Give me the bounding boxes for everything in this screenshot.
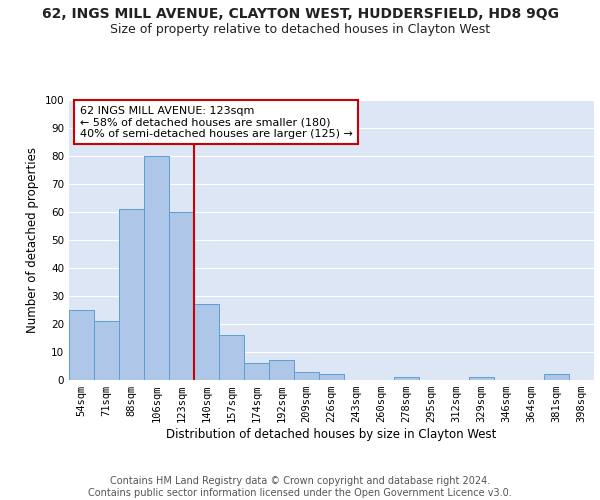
Bar: [94, 321, 119, 380]
X-axis label: Distribution of detached houses by size in Clayton West: Distribution of detached houses by size …: [166, 428, 497, 441]
Text: 62 INGS MILL AVENUE: 123sqm
← 58% of detached houses are smaller (180)
40% of se: 62 INGS MILL AVENUE: 123sqm ← 58% of det…: [79, 106, 352, 139]
Text: 62, INGS MILL AVENUE, CLAYTON WEST, HUDDERSFIELD, HD8 9QG: 62, INGS MILL AVENUE, CLAYTON WEST, HUDD…: [41, 8, 559, 22]
Bar: [269, 360, 294, 380]
Bar: [319, 374, 344, 380]
Bar: [394, 377, 419, 380]
Bar: [169, 212, 194, 380]
Bar: [469, 377, 494, 380]
Bar: [544, 374, 569, 380]
Bar: [69, 310, 94, 380]
Text: Size of property relative to detached houses in Clayton West: Size of property relative to detached ho…: [110, 22, 490, 36]
Bar: [244, 363, 269, 380]
Bar: [219, 335, 244, 380]
Bar: [294, 372, 319, 380]
Bar: [194, 304, 219, 380]
Bar: [144, 156, 169, 380]
Bar: [119, 209, 144, 380]
Text: Contains HM Land Registry data © Crown copyright and database right 2024.
Contai: Contains HM Land Registry data © Crown c…: [88, 476, 512, 498]
Y-axis label: Number of detached properties: Number of detached properties: [26, 147, 39, 333]
